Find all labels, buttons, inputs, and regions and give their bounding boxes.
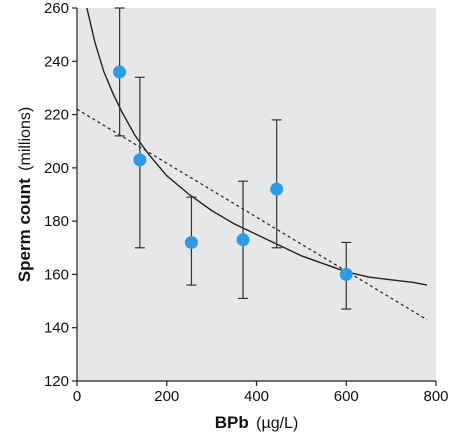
data-point <box>339 267 353 281</box>
y-tick-label: 220 <box>44 107 69 124</box>
x-tick-label: 200 <box>154 388 179 405</box>
y-tick-label: 140 <box>44 320 69 337</box>
data-point <box>236 233 250 247</box>
x-axis-title: BPb (µg/L) <box>215 413 299 432</box>
x-tick-label: 800 <box>423 388 448 405</box>
tick-label-layer: 120 140 160 180 200 220 240 260 0 200 400 600 800 <box>44 0 449 405</box>
y-axis-title-unit: (millions) <box>17 107 34 171</box>
fit-line-dashed <box>77 108 428 321</box>
y-axis-title-main: Sperm count <box>15 178 34 282</box>
x-axis-title-main: BPb <box>215 413 249 432</box>
y-tick-label: 200 <box>44 160 69 177</box>
x-tick-label: 0 <box>73 388 81 405</box>
point-layer <box>113 65 353 281</box>
data-point <box>133 153 147 167</box>
y-tick-label: 180 <box>44 213 69 230</box>
fit-curve-solid <box>86 8 428 286</box>
curve-layer <box>77 8 428 321</box>
y-tick-label: 260 <box>44 0 69 17</box>
x-tick-label: 600 <box>334 388 359 405</box>
y-tick-label: 240 <box>44 53 69 70</box>
data-point <box>113 65 127 79</box>
y-axis-title: Sperm count (millions) <box>15 107 34 282</box>
x-axis-title-unit: (µg/L) <box>256 415 298 432</box>
axis-layer <box>72 7 437 386</box>
y-tick-label: 160 <box>44 266 69 283</box>
y-tick-label: 120 <box>44 373 69 390</box>
data-point <box>184 235 198 249</box>
x-tick-label: 400 <box>244 388 269 405</box>
plot-area <box>77 8 436 381</box>
data-point <box>270 182 284 196</box>
